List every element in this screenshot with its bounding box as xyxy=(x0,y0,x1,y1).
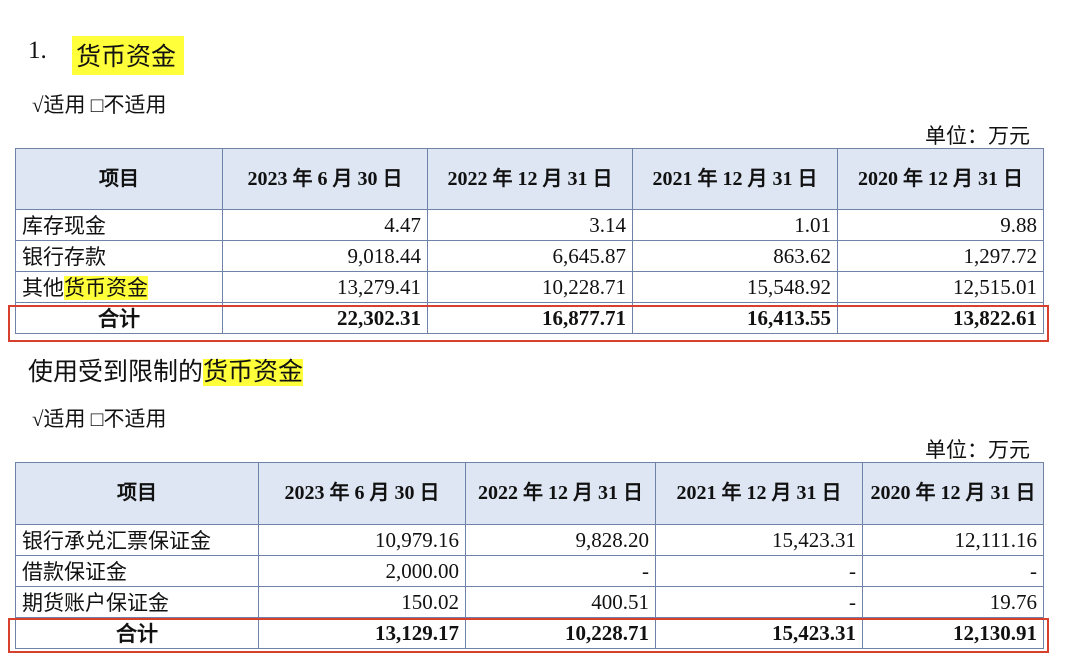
value-cell: 15,423.31 xyxy=(655,524,863,556)
value-cell: 12,111.16 xyxy=(862,524,1044,556)
value-cell: 9,828.20 xyxy=(465,524,656,556)
label-text: 银行承兑汇票保证金 xyxy=(22,529,211,553)
value-cell: 4.47 xyxy=(222,209,428,241)
label-text: 库存现金 xyxy=(22,214,106,238)
header-row: 项目 2023 年 6 月 30 日 2022 年 12 月 31 日 2021 年 … xyxy=(15,462,1044,525)
value-cell: 2,000.00 xyxy=(258,555,466,587)
header-cell: 2020 年 12 月 31 日 xyxy=(837,148,1044,210)
total-cell: 22,302.31 xyxy=(222,302,428,334)
title-text: 使用受到限制的 xyxy=(28,359,204,386)
highlight-box xyxy=(8,305,1049,342)
data-table: 项目 2023 年 6 月 30 日 2022 年 12 月 31 日 2021 年 … xyxy=(15,462,1044,649)
unit: 单位：万元 xyxy=(925,438,1030,462)
header-cell: 2022 年 12 月 31 日 xyxy=(465,462,656,525)
data-row: 借款保证金 2,000.00- - - xyxy=(15,555,1044,587)
data-row: 银行存款 9,018.44 6,645.87 863.62 1,297.72 xyxy=(15,240,1044,272)
value-cell: 15,548.92 xyxy=(632,271,838,303)
total-row: 合计 22,302.31 16,877.71 16,413.55 13,822.61 xyxy=(15,302,1044,334)
value-cell: - xyxy=(655,555,863,587)
total-label: 合计 xyxy=(15,617,259,649)
data-row: 银行承兑汇票保证金 10,979.16 9,828.20 15,423.31 12,11… xyxy=(15,524,1044,556)
total-cell: 16,877.71 xyxy=(427,302,633,334)
value-cell: - xyxy=(655,586,863,618)
header-cell: 2020 年 12 月 31 日 xyxy=(862,462,1044,525)
header-cell: 2021 年 12 月 31 日 xyxy=(655,462,863,525)
label-text: 银行存款 xyxy=(22,245,106,269)
total-cell: 15,423.31 xyxy=(655,617,863,649)
unit: 单位：万元 xyxy=(925,124,1030,148)
total-row: 合计 13,129.17 10,228.71 15,423.31 12,130.91 xyxy=(15,617,1044,649)
header-cell: 2022 年 12 月 31 日 xyxy=(427,148,633,210)
value-cell: 10,979.16 xyxy=(258,524,466,556)
value-cell: - xyxy=(862,555,1044,587)
row-label: 借款保证金 xyxy=(15,555,259,587)
row-label: 期货账户保证金 xyxy=(15,586,259,618)
applicability: √适用 □不适用 xyxy=(32,407,167,431)
header-cell: 2023 年 6 月 30 日 xyxy=(258,462,466,525)
total-cell: 10,228.71 xyxy=(465,617,656,649)
data-row: 其他货币资金 13,279.41 10,228.71 15,548.92 12,515.… xyxy=(15,271,1044,303)
label-text: 借款保证金 xyxy=(22,560,127,584)
value-cell: 400.51 xyxy=(465,586,656,618)
label-text: 期货账户保证金 xyxy=(22,591,169,615)
row-label: 银行存款 xyxy=(15,240,223,272)
value-cell: 9,018.44 xyxy=(222,240,428,272)
value-cell: 1,297.72 xyxy=(837,240,1044,272)
value-cell: 863.62 xyxy=(632,240,838,272)
highlight-box xyxy=(8,618,1049,653)
row-label: 银行承兑汇票保证金 xyxy=(15,524,259,556)
row-label: 库存现金 xyxy=(15,209,223,241)
value-cell: - xyxy=(465,555,656,587)
total-cell: 12,130.91 xyxy=(862,617,1044,649)
header-cell: 2021 年 12 月 31 日 xyxy=(632,148,838,210)
value-cell: 13,279.41 xyxy=(222,271,428,303)
data-row: 期货账户保证金 150.02 400.51-19.76 xyxy=(15,586,1044,618)
value-cell: 12,515.01 xyxy=(837,271,1044,303)
value-cell: 9.88 xyxy=(837,209,1044,241)
header-cell: 项目 xyxy=(15,462,259,525)
value-cell: 19.76 xyxy=(862,586,1044,618)
title-highlight: 货币资金 xyxy=(203,359,304,386)
header-cell: 2023 年 6 月 30 日 xyxy=(222,148,428,210)
value-cell: 1.01 xyxy=(632,209,838,241)
label-text: 其他 xyxy=(22,276,64,300)
applicability: √适用 □不适用 xyxy=(32,93,167,117)
total-cell: 13,129.17 xyxy=(258,617,466,649)
section-title: 使用受到限制的货币资金 xyxy=(28,352,304,388)
data-table: 项目 2023 年 6 月 30 日 2022 年 12 月 31 日 2021 年 … xyxy=(15,148,1044,334)
header-row: 项目 2023 年 6 月 30 日 2022 年 12 月 31 日 2021 年 … xyxy=(15,148,1044,210)
value-cell: 150.02 xyxy=(258,586,466,618)
value-cell: 10,228.71 xyxy=(427,271,633,303)
header-cell: 项目 xyxy=(15,148,223,210)
value-cell: 3.14 xyxy=(427,209,633,241)
section-number: 1. xyxy=(28,37,47,64)
section-title: 货币资金 xyxy=(72,36,185,75)
total-cell: 16,413.55 xyxy=(632,302,838,334)
data-row: 库存现金 4.47 3.14 1.01 9.88 xyxy=(15,209,1044,241)
value-cell: 6,645.87 xyxy=(427,240,633,272)
label-highlight: 货币资金 xyxy=(64,276,148,300)
row-label: 其他货币资金 xyxy=(15,271,223,303)
total-cell: 13,822.61 xyxy=(837,302,1044,334)
